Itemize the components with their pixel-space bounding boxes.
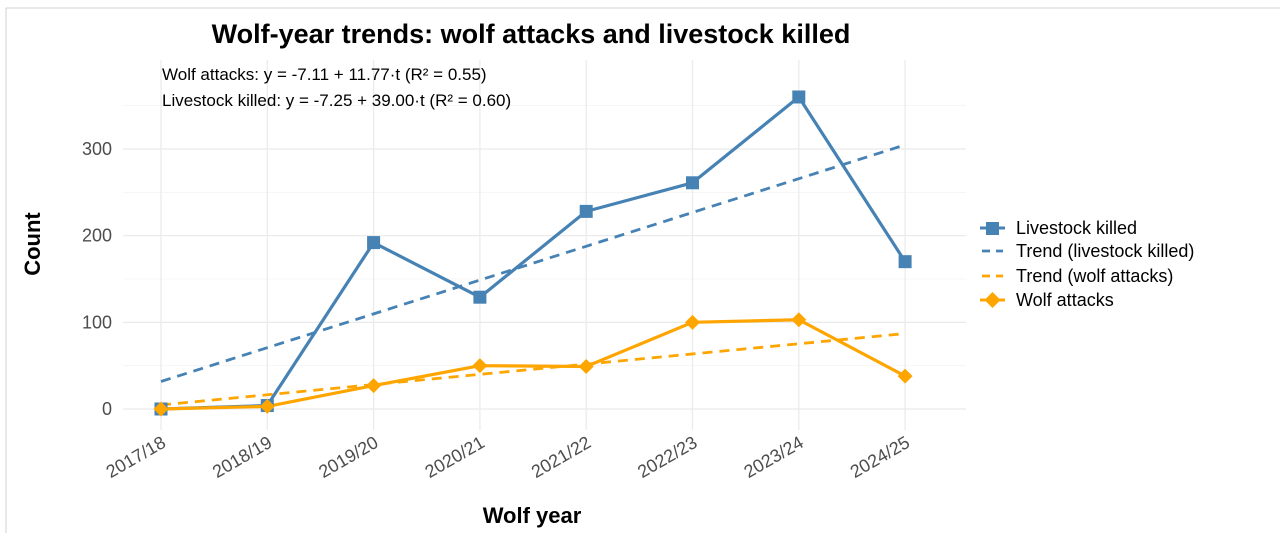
y-axis-title: Count <box>20 212 45 276</box>
data-point-livestock-killed <box>579 204 593 218</box>
legend-item-trend-livestock: Trend (livestock killed) <box>982 241 1194 261</box>
y-tick-label: 300 <box>82 139 112 159</box>
annotation-livestock-fit: Livestock killed: y = -7.25 + 39.00·t (R… <box>162 91 511 110</box>
legend-item-trend-wolf-attacks: Trend (wolf attacks) <box>982 266 1173 286</box>
x-axis-title: Wolf year <box>483 503 582 528</box>
trend-lines <box>160 143 906 407</box>
data-point-wolf-attacks <box>578 359 594 375</box>
y-tick-label: 0 <box>102 399 112 419</box>
trend-line-trend-livestock-killed <box>160 143 906 383</box>
series-points <box>153 90 913 417</box>
series-lines <box>160 95 907 411</box>
legend-item-wolf-attacks: Wolf attacks <box>980 290 1114 310</box>
legend: Livestock killed Trend (livestock killed… <box>980 218 1194 310</box>
legend-label-wolf-attacks: Wolf attacks <box>1016 290 1114 310</box>
data-point-wolf-attacks <box>259 398 275 414</box>
data-point-wolf-attacks <box>791 312 807 328</box>
y-axis-ticks: 0 100 200 300 <box>82 139 112 419</box>
series-line-wolf-attacks <box>160 318 906 411</box>
legend-label-trend-wolf-attacks: Trend (wolf attacks) <box>1016 266 1173 286</box>
data-point-livestock-killed <box>792 90 806 104</box>
y-tick-label: 100 <box>82 312 112 332</box>
annotation-wolf-attacks-fit: Wolf attacks: y = -7.11 + 11.77·t (R² = … <box>162 65 487 84</box>
trend-line-trend-wolf-attacks <box>160 332 906 407</box>
data-point-livestock-killed <box>473 290 487 304</box>
chart-title: Wolf-year trends: wolf attacks and lives… <box>212 19 851 49</box>
data-point-wolf-attacks <box>366 378 382 394</box>
legend-key-square-marker <box>986 222 999 235</box>
legend-item-livestock-killed: Livestock killed <box>980 218 1137 238</box>
data-point-wolf-attacks <box>897 368 913 384</box>
series-line-livestock-killed <box>160 95 907 411</box>
data-point-livestock-killed <box>898 255 912 269</box>
data-point-wolf-attacks <box>153 401 169 417</box>
y-tick-label: 200 <box>82 226 112 246</box>
data-point-wolf-attacks <box>472 358 488 374</box>
legend-key-diamond-marker <box>984 292 1001 308</box>
legend-label-trend-livestock: Trend (livestock killed) <box>1016 241 1194 261</box>
data-point-livestock-killed <box>367 236 381 250</box>
legend-label-livestock-killed: Livestock killed <box>1016 218 1137 238</box>
data-point-livestock-killed <box>686 176 699 190</box>
data-point-wolf-attacks <box>685 314 700 330</box>
